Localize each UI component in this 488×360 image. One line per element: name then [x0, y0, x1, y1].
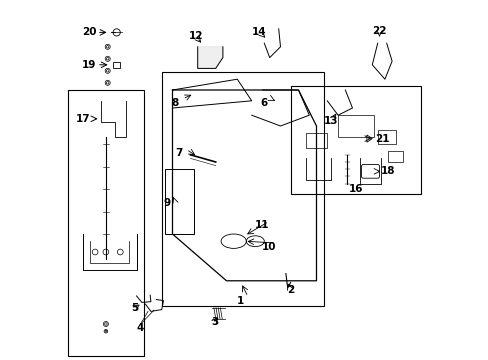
Text: 22: 22	[371, 26, 386, 36]
Polygon shape	[197, 47, 223, 68]
Bar	[305, 133, 326, 148]
Text: 8: 8	[171, 98, 179, 108]
Text: 12: 12	[188, 31, 203, 41]
Text: 6: 6	[260, 98, 267, 108]
Text: 4: 4	[136, 323, 143, 333]
Text: 9: 9	[163, 198, 170, 208]
Text: 11: 11	[254, 220, 268, 230]
Text: 7: 7	[175, 148, 183, 158]
Text: 2: 2	[286, 285, 294, 295]
Text: 1: 1	[237, 296, 244, 306]
Text: 17: 17	[76, 114, 90, 124]
Text: 21: 21	[374, 134, 388, 144]
Text: 14: 14	[251, 27, 265, 37]
Text: 18: 18	[381, 166, 395, 176]
Text: 19: 19	[81, 60, 96, 70]
Text: 5: 5	[131, 303, 138, 313]
Text: 20: 20	[81, 27, 96, 37]
Bar	[113, 62, 120, 68]
Bar	[165, 169, 194, 234]
Text: 13: 13	[323, 116, 338, 126]
Bar	[387, 151, 402, 162]
Text: 3: 3	[211, 317, 218, 327]
Bar	[377, 130, 395, 144]
Bar	[337, 115, 373, 137]
Text: 10: 10	[261, 242, 276, 252]
Text: 16: 16	[348, 184, 363, 194]
